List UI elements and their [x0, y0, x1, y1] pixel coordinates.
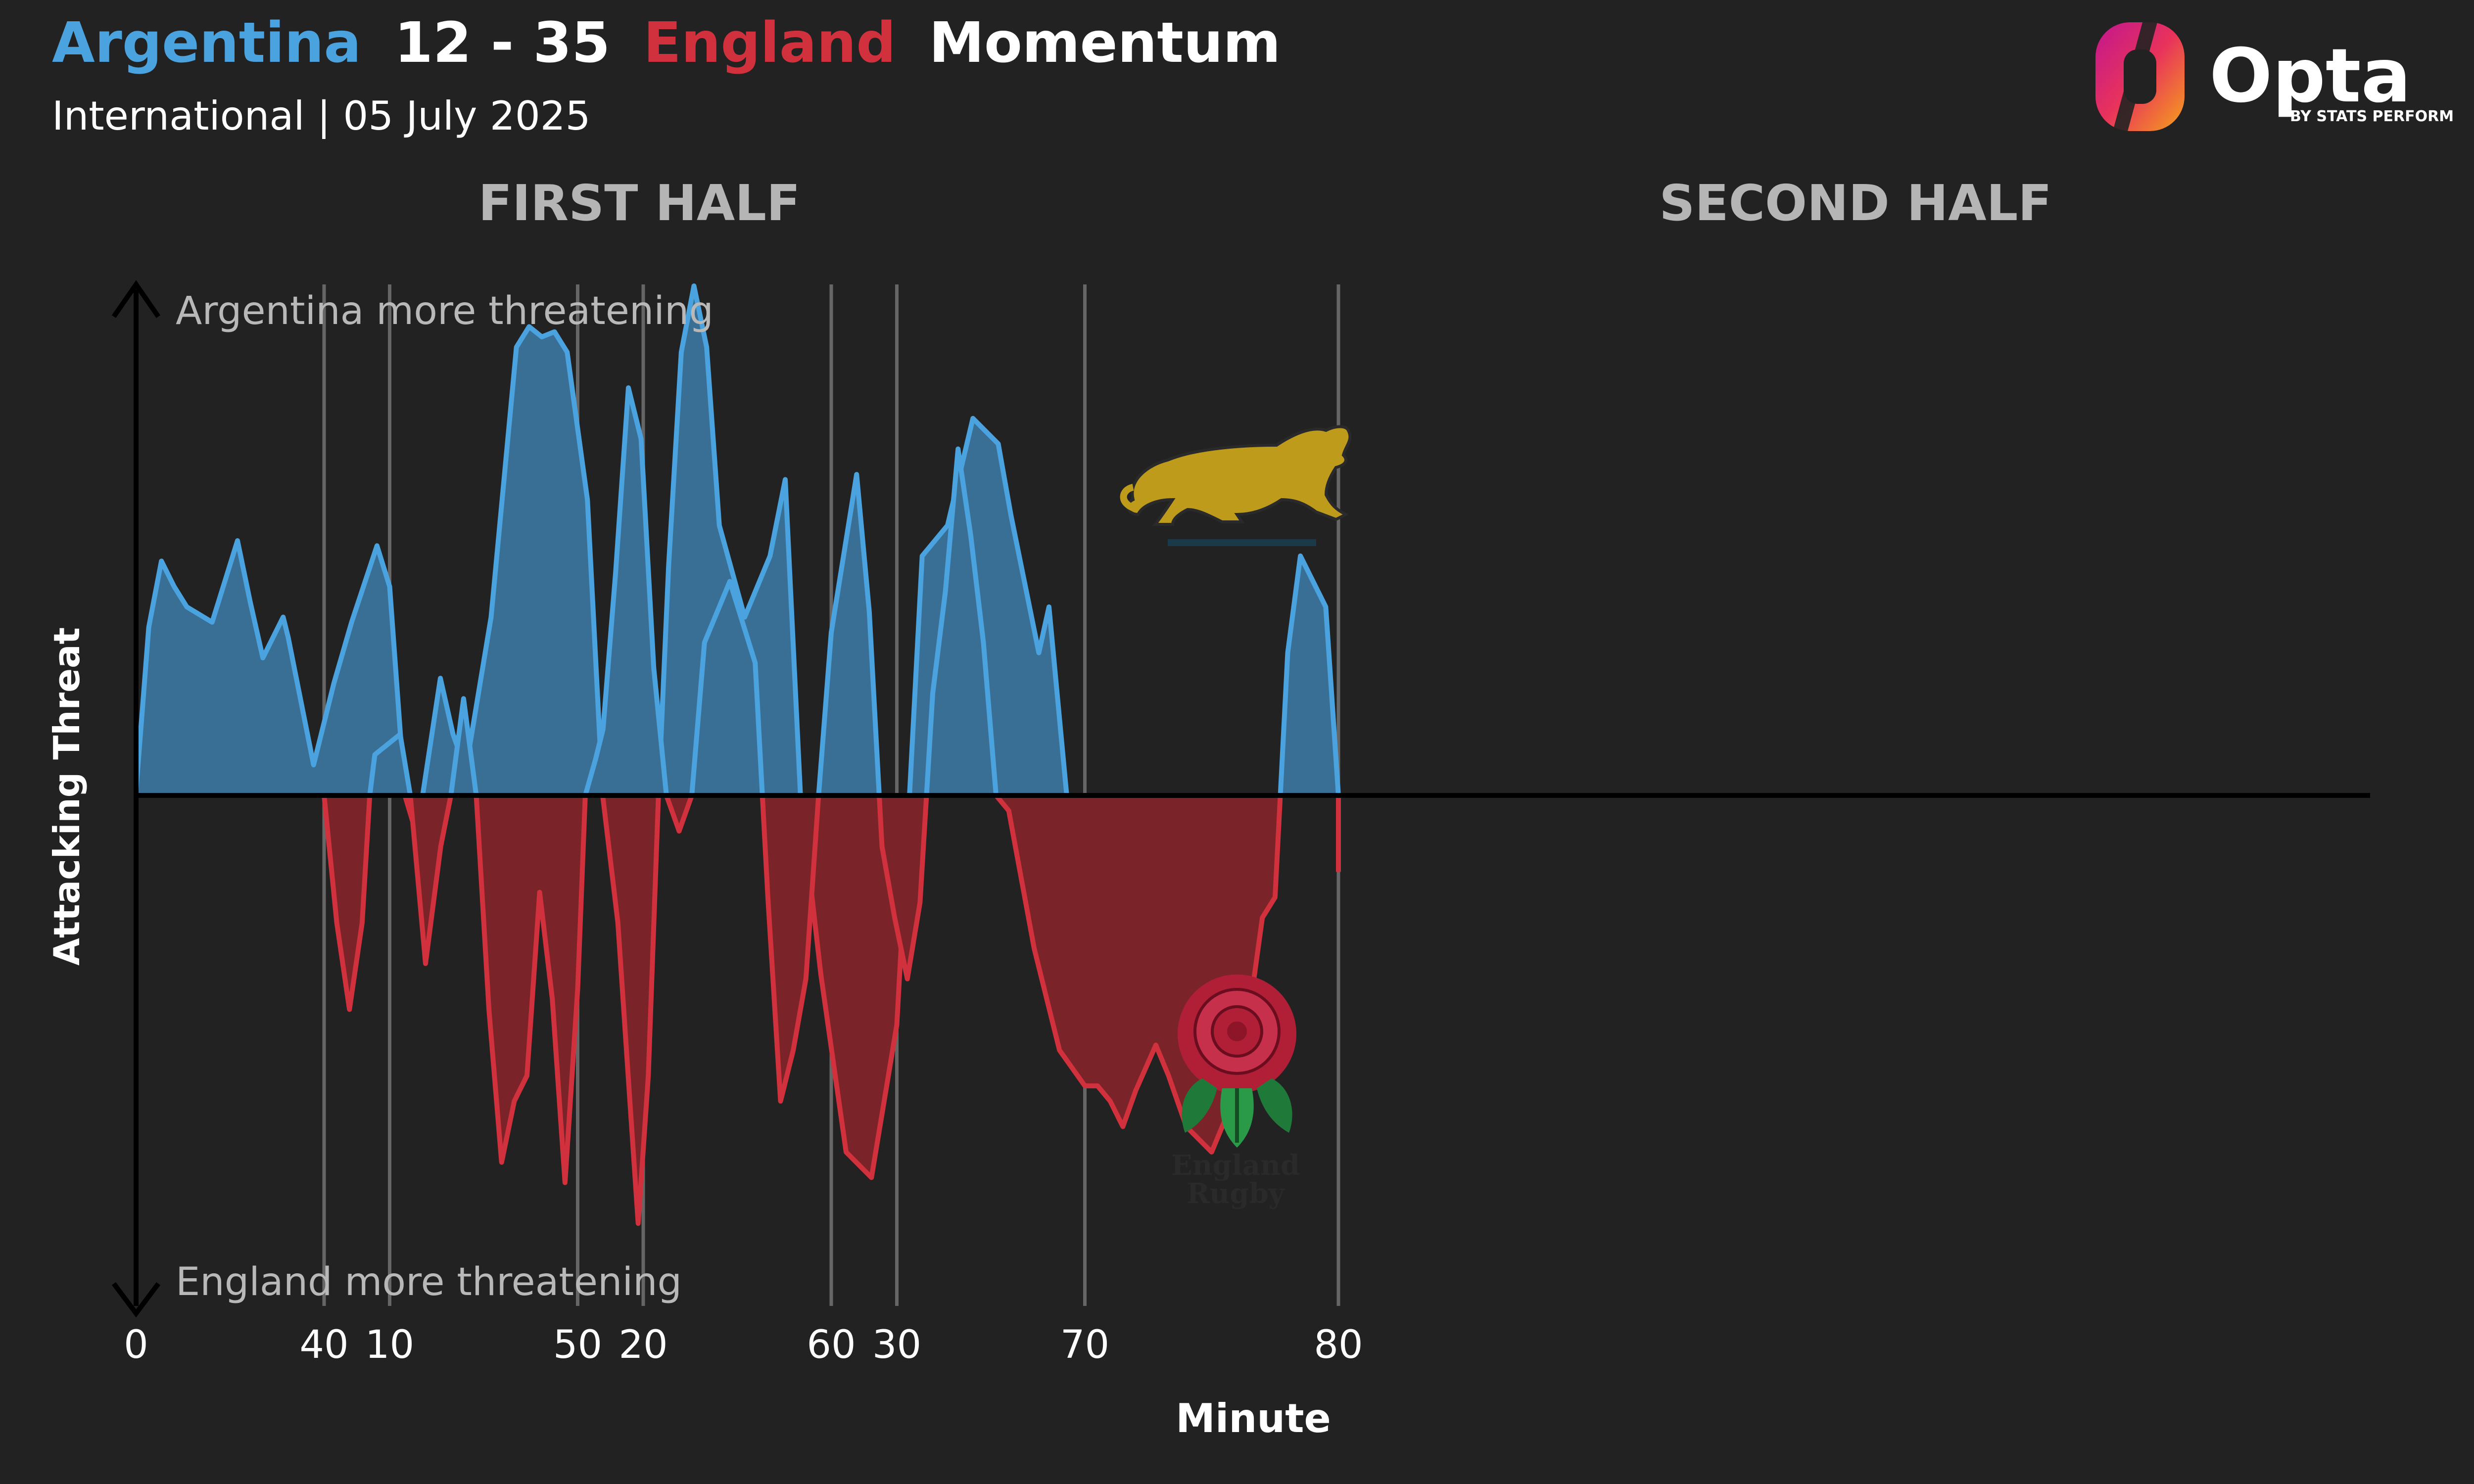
x-tick-10: 10 [365, 1323, 414, 1367]
away-area-0 [136, 795, 1107, 1224]
title-suffix: Momentum [929, 11, 1281, 75]
opta-tagline: BY STATS PERFORM [2290, 108, 2454, 125]
opta-logo-text: Opta [2209, 33, 2411, 119]
page-title: Argentina 12 - 35 England Momentum [52, 11, 1281, 75]
x-tick-labels: 0 10 20 30 40 50 60 70 80 [124, 1323, 1363, 1367]
england-rugby-text-2: Rugby [1187, 1177, 1285, 1210]
annotation-top: Argentina more threatening [176, 289, 714, 333]
opta-logo-icon [2095, 22, 2185, 131]
x-tick-40: 40 [299, 1323, 348, 1367]
x-tick-20: 20 [618, 1323, 667, 1367]
home-team-name: Argentina [52, 11, 361, 75]
home-area-1 [324, 388, 1338, 795]
y-axis-label: Attacking Threat [46, 627, 88, 966]
y-axis-arrow [111, 280, 161, 1318]
page-subtitle: International | 05 July 2025 [52, 93, 591, 139]
rose-crest-icon [1178, 974, 1296, 1148]
x-tick-70: 70 [1060, 1323, 1109, 1367]
x-axis-label: Minute [1176, 1395, 1331, 1441]
score: 12 - 35 [394, 11, 610, 75]
away-team-name: England [643, 11, 896, 75]
x-tick-80: 80 [1314, 1323, 1363, 1367]
home-line-0 [134, 283, 1069, 795]
away-line-1 [322, 795, 1341, 1185]
home-area-0 [136, 286, 1107, 795]
away-line-0 [402, 795, 1110, 1226]
momentum-areas [134, 283, 1341, 1226]
x-tick-0: 0 [124, 1323, 148, 1367]
second-half-title: SECOND HALF [1659, 174, 2051, 232]
x-tick-50: 50 [553, 1323, 602, 1367]
x-tick-30: 30 [872, 1323, 921, 1367]
annotation-bottom: England more threatening [176, 1260, 682, 1304]
england-rugby-text-1: England [1171, 1149, 1300, 1182]
puma-crest-icon [1120, 425, 1352, 546]
x-tick-60: 60 [807, 1323, 856, 1367]
first-half-title: FIRST HALF [478, 174, 801, 232]
